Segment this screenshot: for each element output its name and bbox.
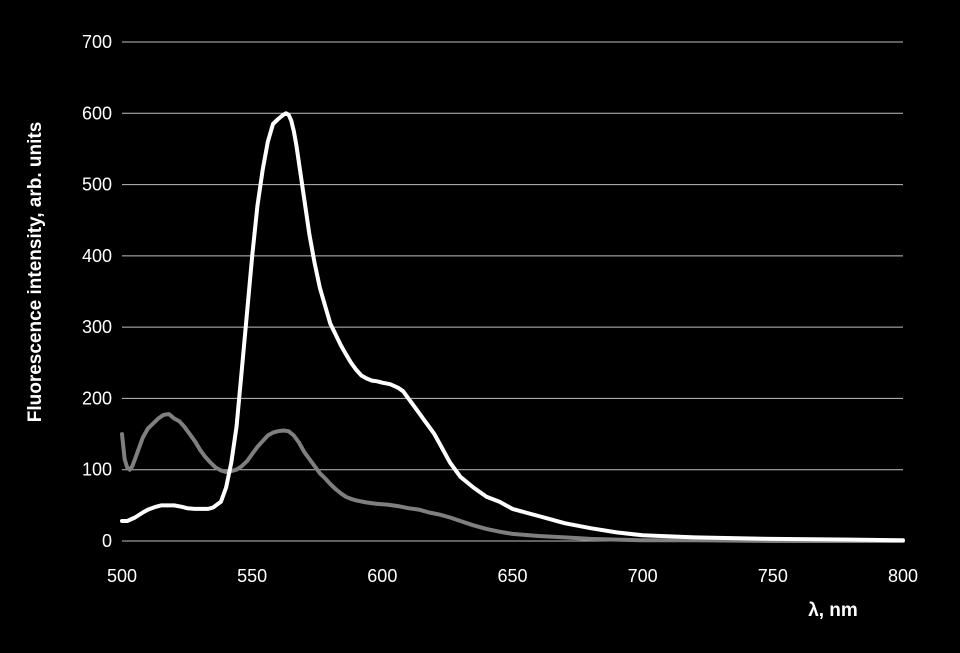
x-tick-label: 550 <box>237 566 267 586</box>
y-axis-title: Fluorescence intensity, arb. units <box>25 122 46 423</box>
series-line-gray-curve <box>120 412 905 543</box>
x-tick-label: 500 <box>107 566 137 586</box>
x-tick-label: 650 <box>497 566 527 586</box>
x-tick-label: 750 <box>758 566 788 586</box>
y-tick-label: 300 <box>82 317 112 337</box>
x-axis-title: λ, nm <box>808 600 858 621</box>
x-axis-tick-labels: 500 550 600 650 700 750 800 <box>107 566 918 586</box>
x-tick-label: 600 <box>367 566 397 586</box>
y-tick-label: 600 <box>82 103 112 123</box>
y-tick-label: 0 <box>102 531 112 551</box>
x-tick-label: 800 <box>888 566 918 586</box>
y-tick-label: 200 <box>82 388 112 408</box>
y-tick-label: 500 <box>82 175 112 195</box>
y-tick-label: 100 <box>82 460 112 480</box>
y-axis-tick-labels: 0 100 200 300 400 500 600 700 <box>82 32 112 551</box>
x-tick-label: 700 <box>628 566 658 586</box>
y-tick-label: 400 <box>82 246 112 266</box>
series-layer <box>120 111 905 543</box>
series-line-white-curve <box>120 111 905 543</box>
y-tick-label: 700 <box>82 32 112 52</box>
